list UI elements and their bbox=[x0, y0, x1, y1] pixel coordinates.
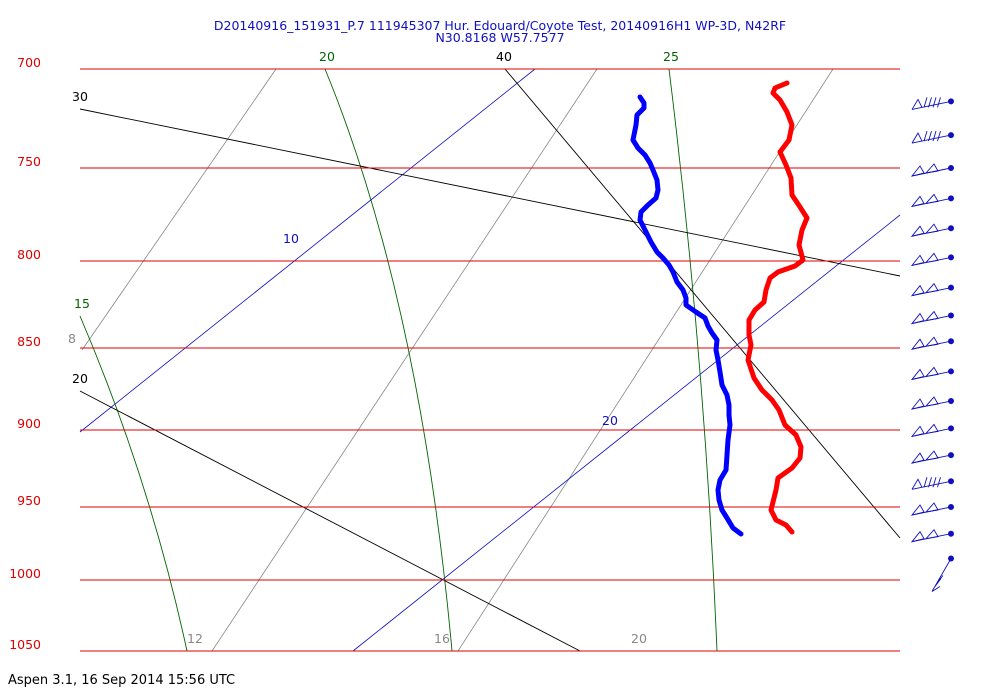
pressure-tick-label: 950 bbox=[17, 493, 41, 508]
mixing-ratio-line bbox=[211, 68, 598, 652]
dry-adiabat-line bbox=[504, 68, 901, 539]
wind-barb bbox=[931, 555, 954, 592]
wind-barb bbox=[910, 193, 954, 208]
wind-barb-pennants bbox=[910, 282, 939, 297]
wind-barb bbox=[910, 502, 954, 516]
wind-barb bbox=[911, 477, 954, 490]
temperature-trace bbox=[745, 80, 810, 535]
wind-barb-pennants bbox=[910, 163, 939, 177]
moist-adiabat-line bbox=[79, 315, 188, 652]
moist-adiabat-lines bbox=[79, 68, 718, 652]
pressure-tick-label: 850 bbox=[17, 334, 41, 349]
moist-adiabat-line bbox=[668, 68, 718, 652]
isotherm-line bbox=[352, 214, 901, 652]
wind-barb-pennants bbox=[910, 223, 939, 237]
pressure-tick-label: 700 bbox=[17, 55, 41, 70]
wind-barb-pennants bbox=[910, 423, 939, 438]
wind-barb bbox=[910, 366, 954, 381]
wind-barb-staff bbox=[911, 134, 952, 144]
wind-barb bbox=[910, 310, 954, 325]
mixing-ratio-line bbox=[81, 68, 277, 351]
pressure-tick-label: 900 bbox=[17, 416, 41, 431]
wind-barb-flags bbox=[911, 477, 941, 490]
wind-barb-staff bbox=[911, 480, 952, 490]
wind-barb bbox=[910, 423, 954, 438]
pressure-tick-labels: 700 750 800 850 900 950 1000 1050 bbox=[9, 55, 41, 652]
pressure-tick-label: 800 bbox=[17, 247, 41, 262]
moist-adiabat-label: 20 bbox=[319, 49, 335, 64]
moist-adiabat-label: 25 bbox=[663, 49, 679, 64]
wind-barb bbox=[910, 450, 954, 464]
wind-barb-pennants bbox=[910, 336, 939, 350]
dry-adiabat-lines bbox=[79, 68, 901, 652]
isotherm-label: 20 bbox=[602, 413, 618, 428]
isobar-lines bbox=[80, 68, 900, 652]
wind-barbs bbox=[910, 97, 954, 592]
wind-barb-pennants bbox=[910, 396, 939, 410]
wind-barb-pennants bbox=[910, 502, 939, 516]
dry-adiabat-line bbox=[79, 108, 901, 277]
dry-adiabat-label: 40 bbox=[496, 49, 512, 64]
wind-barb bbox=[910, 528, 954, 543]
wind-barb-pennants bbox=[910, 310, 939, 325]
wind-barb bbox=[911, 97, 954, 110]
footer-timestamp: Aspen 3.1, 16 Sep 2014 15:56 UTC bbox=[8, 673, 236, 688]
mixing-ratio-label: 20 bbox=[631, 631, 647, 646]
isotherm-label: 10 bbox=[283, 231, 299, 246]
wind-barb bbox=[910, 282, 954, 297]
wind-barb bbox=[910, 252, 954, 267]
reference-line-labels: 30 40 20 20 25 15 10 20 8 12 16 20 bbox=[68, 49, 679, 646]
moist-adiabat-line bbox=[324, 68, 453, 652]
pressure-tick-label: 1050 bbox=[9, 637, 41, 652]
pressure-tick-label: 750 bbox=[17, 154, 41, 169]
wind-barb bbox=[910, 336, 954, 350]
dry-adiabat-label: 20 bbox=[72, 371, 88, 386]
wind-barb-pennants bbox=[910, 528, 939, 543]
wind-barb bbox=[911, 130, 954, 144]
chart-title: D20140916_151931_P.7 111945307 Hur. Edou… bbox=[0, 18, 1000, 45]
wind-barb-flags bbox=[911, 130, 941, 144]
wind-barb-pennants bbox=[910, 193, 939, 208]
mixing-ratio-label: 16 bbox=[434, 631, 450, 646]
wind-barb bbox=[910, 396, 954, 410]
mixing-ratio-line bbox=[457, 68, 834, 652]
wind-barb-staff bbox=[931, 558, 952, 592]
dry-adiabat-line bbox=[79, 390, 581, 652]
wind-barb-staff bbox=[911, 100, 952, 110]
wind-barb bbox=[910, 163, 954, 177]
title-line-2: N30.8168 W57.7577 bbox=[435, 30, 565, 45]
moist-adiabat-label: 15 bbox=[74, 296, 90, 311]
dewpoint-trace bbox=[630, 94, 744, 537]
mixing-ratio-label: 12 bbox=[187, 631, 203, 646]
pressure-tick-label: 1000 bbox=[9, 566, 41, 581]
title-line-1: D20140916_151931_P.7 111945307 Hur. Edou… bbox=[213, 18, 787, 33]
sounding-traces bbox=[630, 80, 810, 537]
isotherm-line bbox=[79, 68, 536, 433]
wind-barb-flags bbox=[911, 97, 941, 110]
wind-barb bbox=[910, 223, 954, 237]
wind-barb-pennants bbox=[910, 366, 939, 381]
dry-adiabat-label: 30 bbox=[72, 89, 88, 104]
wind-barb-pennants bbox=[910, 450, 939, 464]
mixing-ratio-lines bbox=[81, 68, 834, 652]
wind-barb-pennants bbox=[910, 252, 939, 267]
mixing-ratio-label: 8 bbox=[68, 331, 76, 346]
